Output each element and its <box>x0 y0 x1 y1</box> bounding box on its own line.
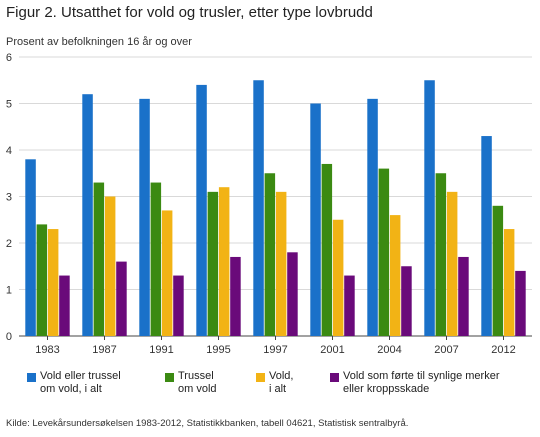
bar-1987-series-2 <box>93 182 105 336</box>
y-tick-label: 4 <box>6 145 12 157</box>
bar-2001-series-4 <box>344 275 355 336</box>
y-tick-label: 5 <box>6 99 12 111</box>
legend-item-series-2: Trussel om vold <box>165 370 217 396</box>
x-tick-label: 2012 <box>491 344 515 356</box>
bar-2004-series-4 <box>401 266 412 336</box>
bar-2004-series-1 <box>367 98 378 336</box>
legend-item-series-1: Vold eller trussel om vold, i alt <box>27 370 121 396</box>
chart-title: Figur 2. Utsatthet for vold og trusler, … <box>6 4 373 21</box>
bar-1983-series-2 <box>36 224 48 336</box>
bar-2012-series-3 <box>503 229 515 336</box>
legend-label: Vold, i alt <box>269 370 294 395</box>
bar-1987-series-4 <box>116 261 127 336</box>
y-tick-label: 1 <box>6 285 12 297</box>
bar-1995-series-3 <box>218 187 230 336</box>
x-tick-label: 2004 <box>377 344 401 356</box>
y-tick-label: 6 <box>6 52 12 64</box>
legend-swatch <box>330 373 339 382</box>
legend-item-series-4: Vold som førte til synlige merker eller … <box>330 370 500 396</box>
bar-2007-series-1 <box>424 80 435 336</box>
legend-swatch <box>165 373 174 382</box>
bar-chart: 0 1 2 3 4 5 6 1983 1987 1991 1995 1997 2001 2004 2007… <box>6 52 532 356</box>
y-axis-label: Prosent av befolkningen 16 år og over <box>6 36 192 48</box>
bar-1991-series-4 <box>173 275 184 336</box>
bar-1997-series-4 <box>287 252 298 336</box>
bar-1995-series-2 <box>207 191 219 336</box>
bar-2001-series-3 <box>332 219 344 336</box>
bar-1991-series-3 <box>161 210 173 336</box>
bar-1997-series-3 <box>275 191 287 336</box>
legend-label: Trussel om vold <box>178 370 217 395</box>
x-tick-label: 1983 <box>35 344 59 356</box>
x-tick-label: 1987 <box>92 344 116 356</box>
bar-2012-series-1 <box>481 136 492 336</box>
bar-2007-series-2 <box>435 173 447 336</box>
bar-2001-series-2 <box>321 163 333 336</box>
bar-1987-series-1 <box>82 94 93 336</box>
y-tick-label: 0 <box>6 331 12 343</box>
bar-1991-series-2 <box>150 182 162 336</box>
bar-2012-series-2 <box>492 205 504 336</box>
legend-swatch <box>27 373 36 382</box>
legend-label: Vold som førte til synlige merker eller … <box>343 370 500 395</box>
bars <box>25 80 526 337</box>
bar-2007-series-3 <box>446 191 458 336</box>
bar-1983-series-3 <box>47 229 59 336</box>
bar-2001-series-1 <box>310 103 321 336</box>
legend: Vold eller trussel om vold, i alt Trusse… <box>0 370 540 404</box>
y-tick-label: 3 <box>6 192 12 204</box>
bar-1995-series-1 <box>196 84 207 337</box>
x-tick-label: 1995 <box>206 344 230 356</box>
legend-item-series-3: Vold, i alt <box>256 370 293 396</box>
source-note: Kilde: Levekårsundersøkelsen 1983-2012, … <box>6 418 409 429</box>
bar-1991-series-1 <box>139 98 150 336</box>
x-tick-label: 2001 <box>320 344 344 356</box>
bar-1987-series-3 <box>104 196 116 336</box>
bar-1997-series-2 <box>264 173 276 336</box>
x-tick-label: 1997 <box>263 344 287 356</box>
bar-1997-series-1 <box>253 80 264 336</box>
bar-1995-series-4 <box>230 256 241 336</box>
bar-2007-series-4 <box>458 256 469 336</box>
bar-2004-series-2 <box>378 168 390 336</box>
x-tick-label: 1991 <box>149 344 173 356</box>
legend-swatch <box>256 373 265 382</box>
bar-2012-series-4 <box>515 270 526 336</box>
x-tick-label: 2007 <box>434 344 458 356</box>
bar-1983-series-4 <box>59 275 70 336</box>
y-axis-ticks: 0 1 2 3 4 5 6 <box>6 52 12 343</box>
bar-1983-series-1 <box>25 159 36 336</box>
y-tick-label: 2 <box>6 238 12 250</box>
x-axis-ticks: 1983 1987 1991 1995 1997 2001 2004 2007 2012 <box>35 336 516 356</box>
legend-label: Vold eller trussel om vold, i alt <box>40 370 121 395</box>
bar-2004-series-3 <box>389 215 401 336</box>
